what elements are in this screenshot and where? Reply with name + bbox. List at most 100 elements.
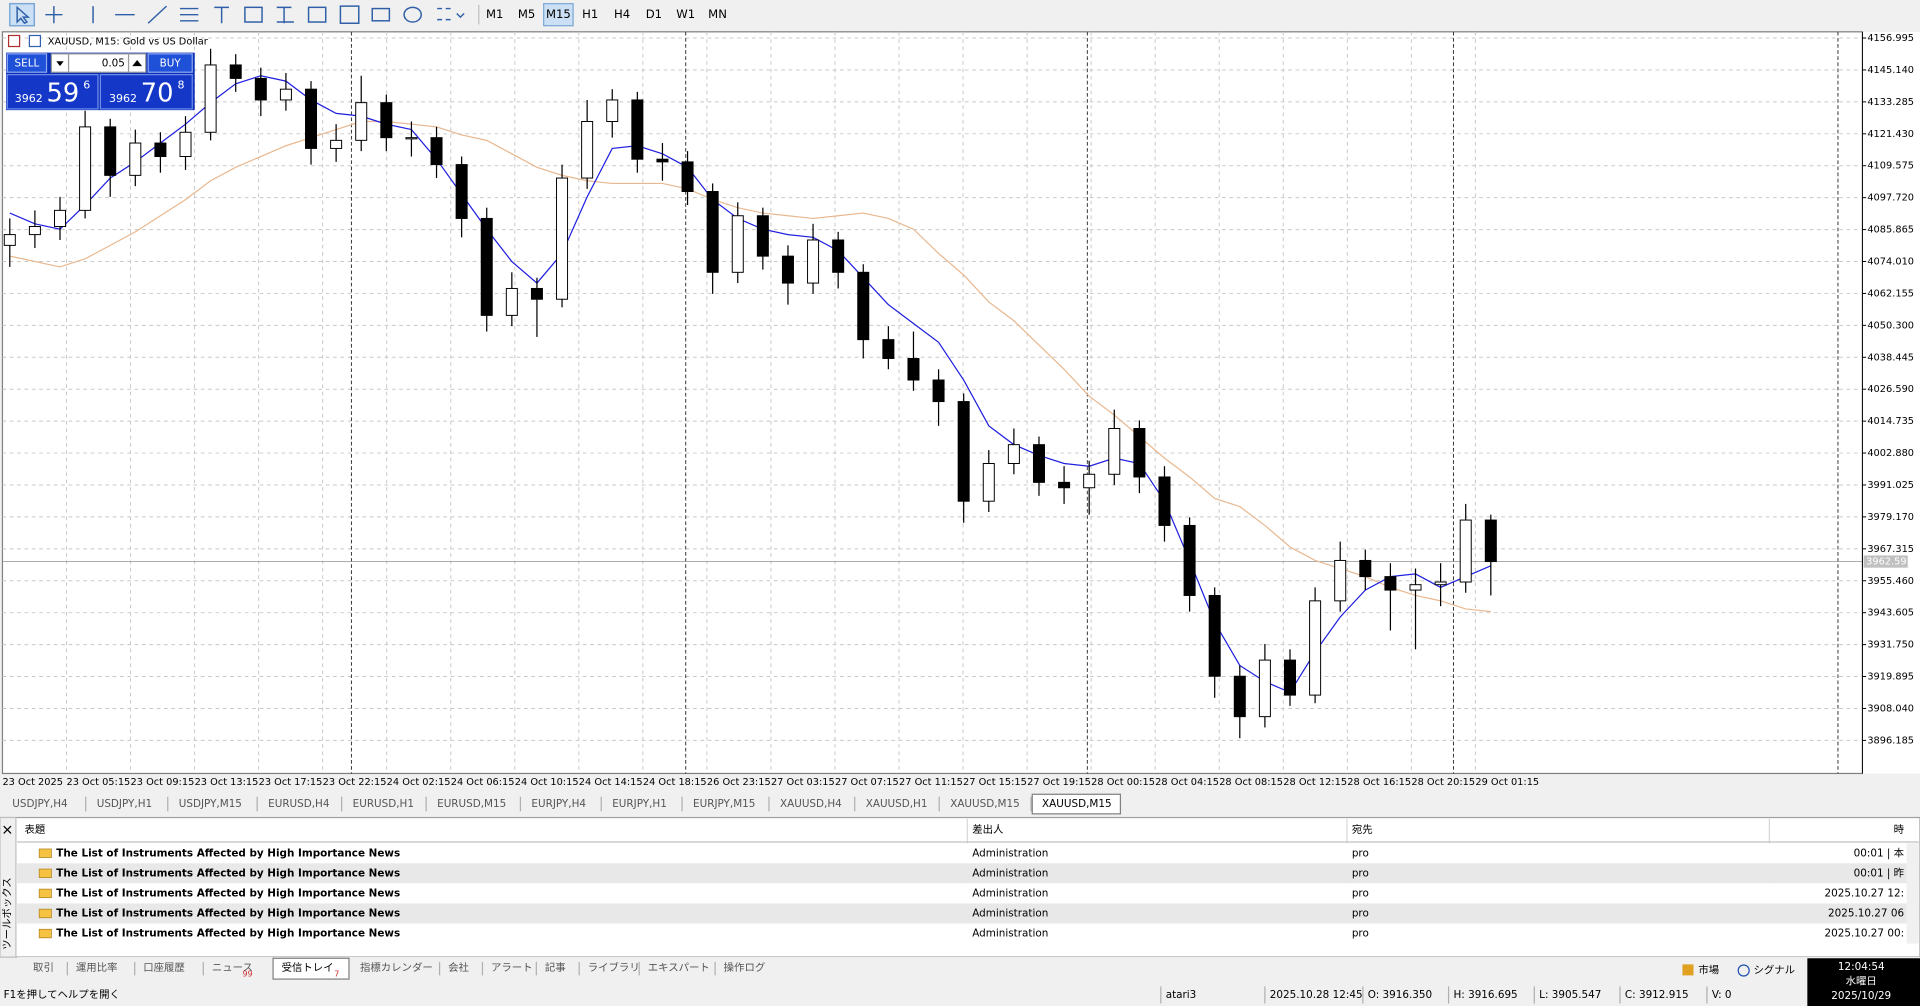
timeframe-button[interactable]: H4 (614, 7, 630, 21)
timeframe-button[interactable]: H1 (582, 7, 598, 21)
symbol-tab[interactable]: USDJPY,H4 (12, 798, 68, 810)
symbol-tab[interactable]: EURUSD,H4 (268, 798, 330, 810)
symbol-tab[interactable]: USDJPY,M15 (179, 798, 242, 810)
terminal-tab[interactable]: 口座履歴 (143, 961, 185, 974)
symbol-tab[interactable]: EURJPY,H1 (612, 798, 667, 810)
chart-tool[interactable] (339, 5, 360, 24)
terminal-tab[interactable]: 指標カレンダー (360, 961, 433, 974)
symbol-tab[interactable]: XAUUSD,M15 (950, 798, 1020, 810)
signal-button[interactable]: シグナル (1753, 964, 1795, 977)
terminal-tab[interactable]: エキスパート (648, 962, 710, 974)
label-tool[interactable] (276, 6, 294, 24)
status-volume: V: 0 (1712, 989, 1732, 1001)
candle-body (28, 226, 41, 236)
candle-body (1359, 559, 1372, 578)
y-tick-label: 4002.880 (1867, 448, 1914, 459)
mail-row[interactable] (17, 903, 1919, 924)
chart-icon (7, 34, 21, 48)
oneclick-icon[interactable] (28, 34, 42, 48)
buy-button[interactable] (147, 53, 193, 73)
more-tools[interactable] (437, 7, 465, 21)
ok-tool[interactable] (371, 7, 391, 22)
y-tick-label: 4145.140 (1867, 65, 1914, 76)
period-tool[interactable] (307, 6, 327, 23)
status-open: O: 3916.350 (1368, 989, 1432, 1001)
candle-body (229, 64, 242, 79)
terminal-tab[interactable]: 操作ログ (724, 961, 766, 974)
y-tick-label: 4109.575 (1867, 161, 1914, 172)
trendline-tool[interactable] (147, 5, 168, 24)
sell-button[interactable] (6, 53, 48, 73)
mail-cell: Administration (972, 847, 1048, 859)
terminal-tab[interactable]: アラート (491, 962, 533, 974)
terminal-tab[interactable]: 運用比率 (76, 961, 118, 974)
y-tick-label: 3931.750 (1867, 640, 1914, 651)
candle-body (1083, 473, 1096, 489)
x-tick-label: 24 Oct 18:15 (643, 777, 707, 788)
x-tick-label: 23 Oct 2025 (2, 777, 63, 788)
terminal-tab[interactable]: 受信トレイ (282, 962, 334, 974)
symbol-tab[interactable]: EURJPY,M15 (693, 798, 755, 810)
terminal-tab[interactable]: ライブラリ (588, 961, 640, 974)
mail-cell: 00:01 | 本 (1854, 846, 1905, 859)
status-high: H: 3916.695 (1453, 989, 1517, 1001)
symbol-tab[interactable]: XAUUSD,H4 (780, 798, 842, 810)
cursor-tool[interactable] (16, 5, 31, 25)
tab-badge: 99 (242, 970, 252, 979)
y-tick-label: 4097.720 (1867, 193, 1914, 204)
y-tick-label: 4133.285 (1867, 97, 1914, 108)
close-button[interactable] (3, 825, 12, 834)
mail-cell: The List of Instruments Affected by High… (56, 867, 400, 879)
timeframe-button[interactable]: M1 (486, 7, 503, 21)
terminal-tab[interactable]: 取引 (33, 961, 54, 974)
candle-body (355, 102, 368, 141)
bid-tag-label: 3962.59 (1866, 557, 1906, 568)
symbol-tab[interactable]: XAUUSD,M15 (1042, 798, 1112, 810)
candle-body (857, 271, 870, 341)
mail-row[interactable] (17, 863, 1919, 884)
symbol-tab[interactable]: EURJPY,H4 (531, 798, 586, 810)
symbol-tab[interactable]: USDJPY,H1 (97, 798, 152, 810)
terminal-tab[interactable]: 記事 (545, 961, 566, 974)
mail-row[interactable] (17, 883, 1919, 904)
timeframe-button[interactable]: D1 (646, 7, 662, 21)
chart-title: XAUUSD, M15: Gold vs US Dollar (48, 37, 209, 48)
symbol-tab[interactable]: EURUSD,M15 (437, 798, 506, 810)
candle-body (405, 137, 418, 140)
x-tick-label: 23 Oct 13:15 (195, 777, 259, 788)
dropdown-arrow (56, 61, 64, 67)
candle-body (204, 64, 217, 133)
rect-tool[interactable] (244, 6, 263, 23)
ask-big: 70 (141, 79, 174, 109)
timeframe-button[interactable]: W1 (676, 7, 695, 21)
candle-body (480, 217, 493, 316)
candle-body (1133, 428, 1146, 478)
channel-tool[interactable] (180, 7, 199, 22)
terminal-side (0, 816, 17, 958)
ask-prefix: 3962 (109, 92, 137, 105)
market-icon (1682, 964, 1694, 976)
timeframe-button[interactable]: M5 (518, 7, 535, 21)
sell-price-box[interactable] (6, 74, 99, 110)
buy-price-box[interactable] (99, 74, 193, 110)
y-tick-label: 3979.170 (1867, 512, 1914, 523)
bid-tag (1863, 555, 1908, 568)
mail-row[interactable] (17, 923, 1919, 944)
sell-label: SELL (15, 58, 40, 70)
symbol-tab[interactable]: EURUSD,H1 (353, 798, 414, 810)
terminal-tab[interactable]: ニュース (212, 962, 253, 974)
symbol-tab[interactable]: XAUUSD,H1 (866, 798, 928, 810)
terminal-tab[interactable]: 会社 (448, 961, 469, 974)
timeframe-button[interactable]: MN (708, 7, 727, 21)
candle-body (581, 121, 594, 179)
crosshair-tool[interactable] (45, 6, 63, 24)
text-tool[interactable] (214, 6, 229, 24)
y-tick-label: 3943.605 (1867, 608, 1914, 619)
mail-row[interactable] (17, 843, 1919, 864)
timeframe-button[interactable]: M15 (546, 7, 571, 21)
market-button[interactable]: 市場 (1698, 964, 1719, 977)
clock-time: 12:04:54 (1838, 961, 1885, 973)
price-axis (1862, 31, 1920, 774)
candle-body (430, 137, 443, 166)
shape-tool[interactable] (403, 6, 422, 23)
